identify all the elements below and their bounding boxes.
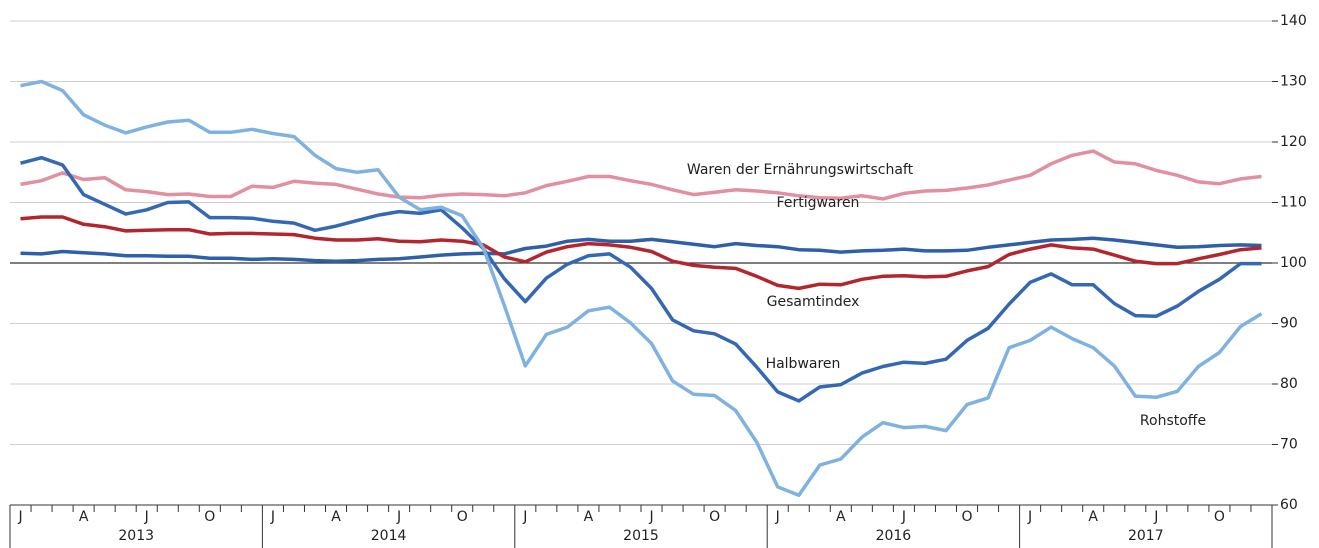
- x-tick-label: O: [1214, 509, 1225, 525]
- x-tick-label: J: [270, 509, 275, 525]
- x-tick-label: J: [522, 509, 527, 525]
- series-label: Gesamtindex: [767, 294, 860, 310]
- x-tick-label: A: [79, 509, 89, 525]
- x-tick-label: O: [204, 509, 215, 525]
- x-tick-label: O: [709, 509, 720, 525]
- x-tick-label: J: [901, 509, 906, 525]
- series-line: [20, 149, 1262, 201]
- series-label: Halbwaren: [766, 356, 841, 372]
- x-tick-label: J: [1027, 509, 1032, 525]
- y-tick-label: 60: [1280, 497, 1298, 513]
- y-tick-label: 90: [1280, 316, 1298, 332]
- series-line: [20, 79, 1263, 498]
- y-tick-label: 140: [1280, 13, 1307, 29]
- year-label: 2015: [623, 528, 659, 544]
- series-label: Waren der Ernährungswirtschaft: [687, 162, 914, 178]
- year-label: 2016: [876, 528, 912, 544]
- y-tick-label: 110: [1280, 195, 1307, 211]
- x-tick-label: A: [584, 509, 594, 525]
- x-tick-label: J: [1153, 509, 1158, 525]
- year-label: 2017: [1128, 528, 1164, 544]
- x-tick-label: J: [648, 509, 653, 525]
- x-tick-label: J: [775, 509, 780, 525]
- y-tick-label: 70: [1280, 437, 1298, 453]
- x-tick-label: J: [144, 509, 149, 525]
- x-tick-label: J: [17, 509, 22, 525]
- y-tick-label: 80: [1280, 376, 1298, 392]
- x-tick-label: A: [836, 509, 846, 525]
- series-line: [20, 155, 1262, 403]
- y-tick-label: 120: [1280, 134, 1307, 150]
- x-tick-label: J: [396, 509, 401, 525]
- x-tick-label: O: [457, 509, 468, 525]
- series-line: [20, 215, 1262, 291]
- x-tick-label: A: [331, 509, 341, 525]
- year-label: 2014: [371, 528, 407, 544]
- y-tick-label: 100: [1280, 255, 1307, 271]
- x-tick-label: O: [962, 509, 973, 525]
- series-label: Fertigwaren: [777, 195, 860, 211]
- year-label: 2013: [118, 528, 154, 544]
- series-line: [20, 236, 1262, 263]
- y-tick-label: 130: [1280, 74, 1307, 90]
- x-tick-label: A: [1088, 509, 1098, 525]
- series-label: Rohstoffe: [1140, 413, 1206, 429]
